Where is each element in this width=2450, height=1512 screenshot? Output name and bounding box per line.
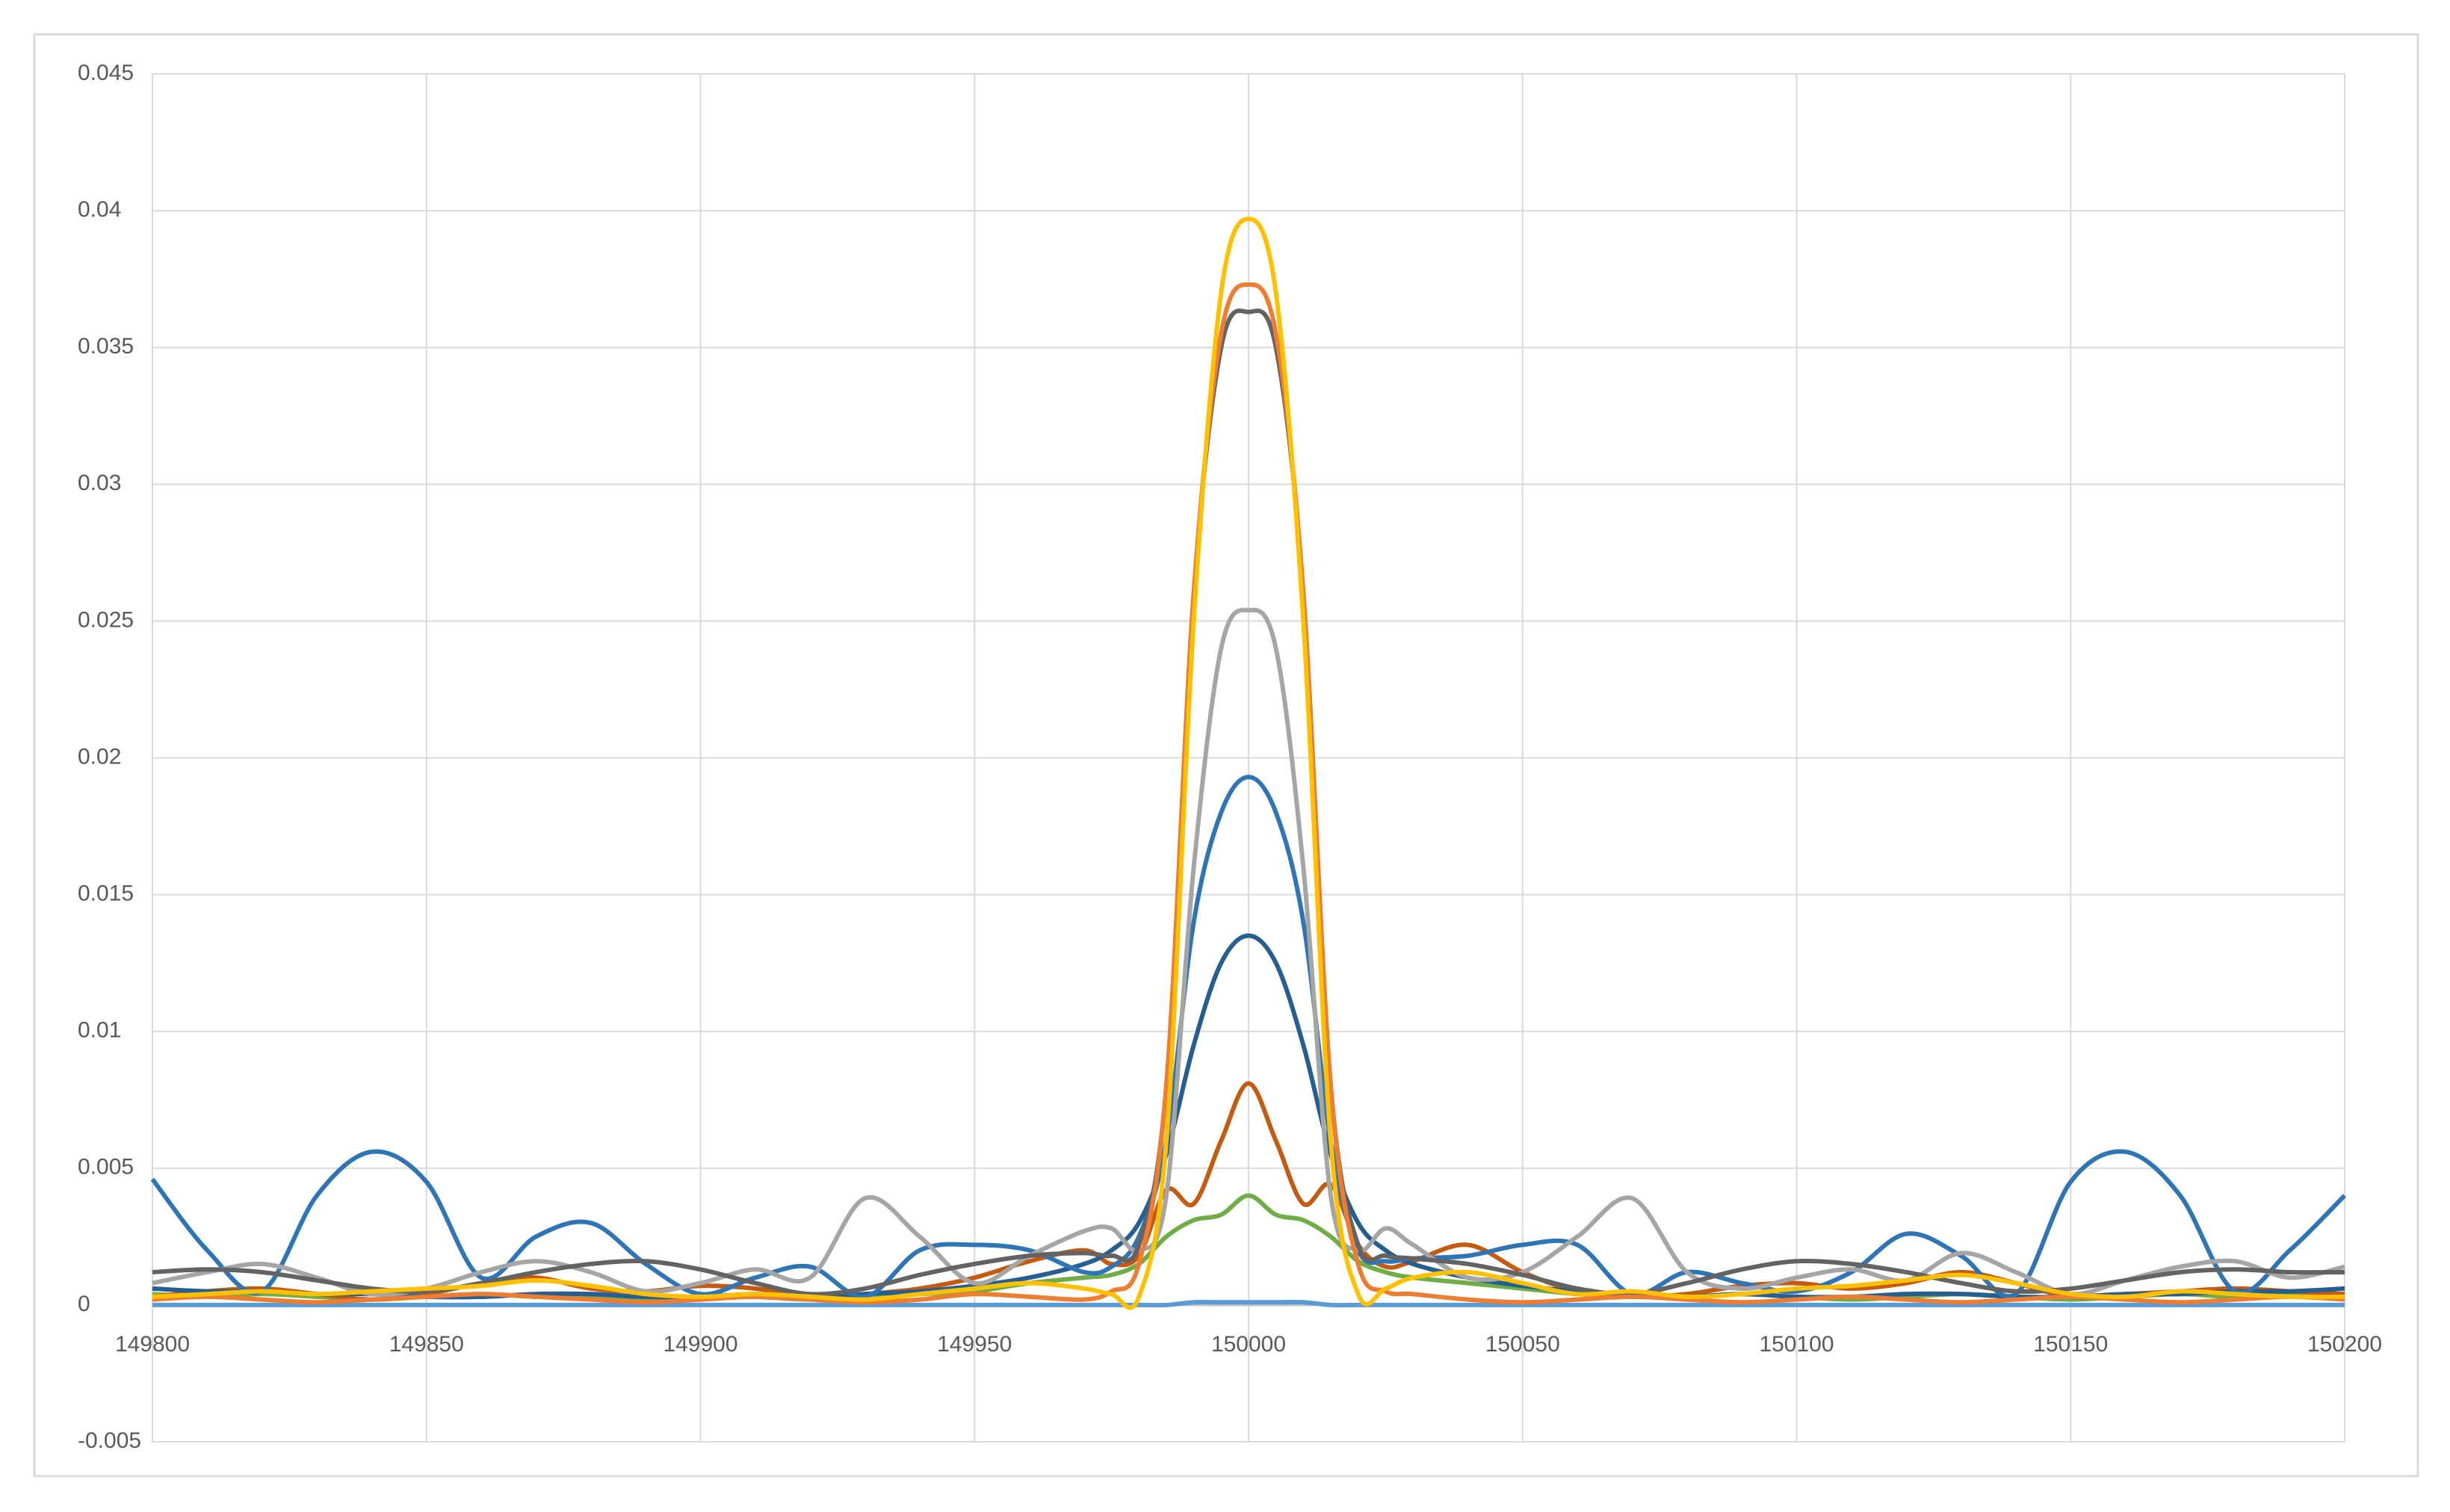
y-tick-label: 0.04 bbox=[78, 197, 121, 222]
x-tick-label: 150200 bbox=[2307, 1332, 2382, 1357]
y-tick-label: 0.03 bbox=[78, 471, 121, 495]
series-line bbox=[152, 309, 2345, 1297]
series-line bbox=[152, 933, 2345, 1300]
x-tick-label: 149800 bbox=[115, 1332, 190, 1357]
x-tick-label: 150150 bbox=[2033, 1332, 2108, 1357]
x-tick-label: 149850 bbox=[389, 1332, 464, 1357]
x-tick-label: 149950 bbox=[937, 1332, 1012, 1357]
series-line bbox=[152, 1299, 2345, 1308]
x-tick-label: 150050 bbox=[1485, 1332, 1560, 1357]
y-tick-label: 0 bbox=[78, 1292, 90, 1316]
x-tick-label: 150100 bbox=[1759, 1332, 1834, 1357]
y-tick-label: 0.025 bbox=[78, 607, 134, 632]
series-line bbox=[152, 217, 2345, 1310]
y-tick-label: 0.045 bbox=[78, 61, 134, 85]
y-tick-label: 0.015 bbox=[78, 882, 134, 906]
y-tick-label: 0.005 bbox=[78, 1155, 134, 1180]
y-tick-label: -0.005 bbox=[78, 1428, 141, 1453]
y-tick-label: 0.02 bbox=[78, 744, 121, 769]
chart-area bbox=[33, 33, 2419, 1478]
series-line bbox=[152, 282, 2345, 1305]
series-line bbox=[152, 607, 2345, 1297]
series-line bbox=[150, 775, 2347, 1299]
x-tick-label: 149900 bbox=[663, 1332, 737, 1357]
y-tick-label: 0.01 bbox=[78, 1018, 121, 1043]
y-tick-label: 0.035 bbox=[78, 334, 134, 359]
x-tick-label: 150000 bbox=[1211, 1332, 1286, 1357]
